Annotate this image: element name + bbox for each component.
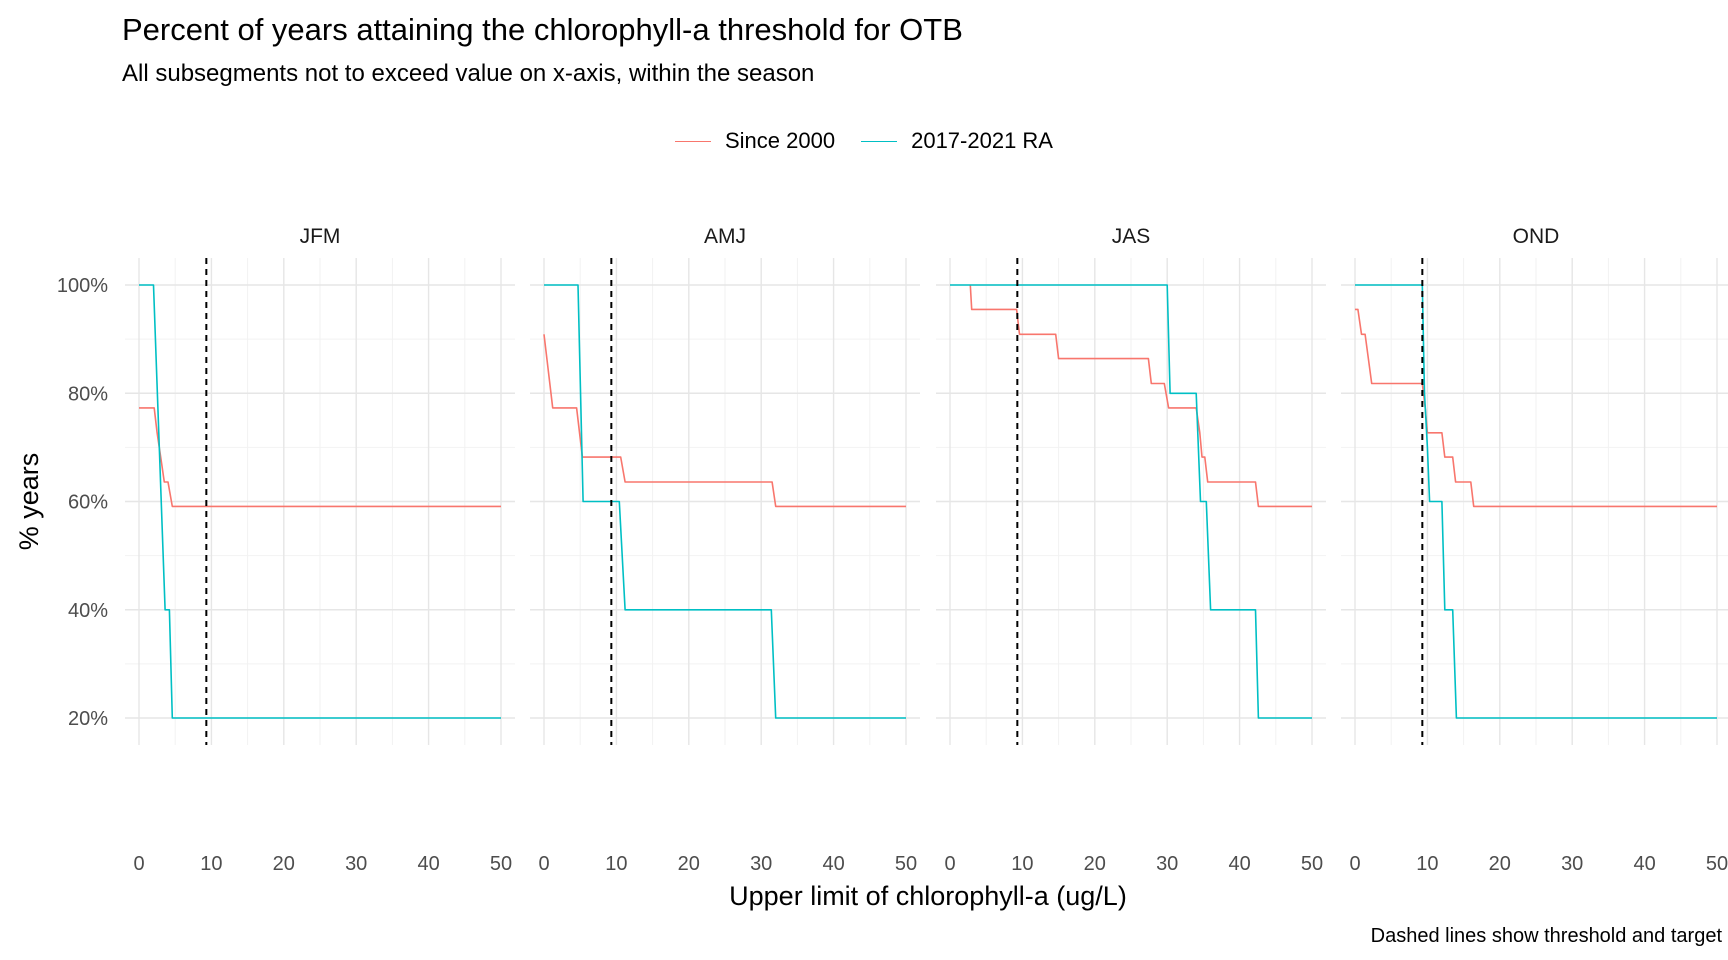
x-tick-label: 20 [1084, 853, 1106, 875]
x-tick-label: 50 [895, 853, 917, 875]
y-tick-label: 100% [57, 275, 108, 297]
x-tick-label: 0 [133, 853, 144, 875]
panel-label-ond: OND [1513, 225, 1560, 248]
legend: Since 2000 2017-2021 RA [0, 128, 1728, 154]
chart-caption: Dashed lines show threshold and target [1370, 925, 1722, 947]
x-tick-label: 30 [1561, 853, 1583, 875]
series-line-amj-2017-2021-ra [544, 284, 906, 719]
legend-item-2017-2021-ra: 2017-2021 RA [861, 128, 1053, 154]
series-line-amj-since-2000 [543, 334, 906, 508]
y-tick-label: 20% [68, 708, 108, 730]
y-tick-label: 40% [68, 600, 108, 622]
x-tick-label: 0 [1349, 853, 1360, 875]
x-tick-label: 20 [678, 853, 700, 875]
series-line-ond-2017-2021-ra [1355, 284, 1717, 719]
x-tick-label: 50 [1706, 853, 1728, 875]
legend-key-2017-2021-ra [861, 140, 898, 142]
chart-subtitle: All subsegments not to exceed value on x… [122, 60, 815, 87]
x-tick-label: 40 [1633, 853, 1655, 875]
x-tick-label: 0 [944, 853, 955, 875]
x-tick-label: 30 [345, 853, 367, 875]
x-tick-label: 10 [1011, 853, 1033, 875]
legend-item-since-2000: Since 2000 [675, 128, 835, 154]
x-tick-label: 40 [1228, 853, 1250, 875]
x-tick-label: 0 [538, 853, 549, 875]
x-axis-title: Upper limit of chlorophyll-a (ug/L) [729, 881, 1127, 911]
chart-title: Percent of years attaining the chlorophy… [122, 12, 963, 47]
panel-label-amj: AMJ [704, 225, 746, 248]
x-tick-label: 10 [1416, 853, 1438, 875]
series-line-jas-2017-2021-ra [950, 284, 1312, 719]
x-tick-label: 50 [490, 853, 512, 875]
x-tick-label: 20 [1489, 853, 1511, 875]
series-line-jas-since-2000 [969, 284, 1312, 508]
x-tick-label: 40 [417, 853, 439, 875]
legend-label-2017-2021-ra: 2017-2021 RA [911, 128, 1053, 153]
panel-label-jas: JAS [1112, 225, 1151, 248]
series-line-jfm-since-2000 [139, 407, 501, 508]
panel-label-jfm: JFM [300, 225, 341, 248]
x-tick-label: 40 [822, 853, 844, 875]
series-line-jfm-2017-2021-ra [139, 284, 501, 719]
x-tick-label: 50 [1301, 853, 1323, 875]
y-axis-title: % years [14, 453, 44, 551]
x-tick-label: 10 [605, 853, 627, 875]
x-tick-label: 20 [273, 853, 295, 875]
legend-label-since-2000: Since 2000 [725, 128, 836, 153]
x-tick-label: 30 [750, 853, 772, 875]
legend-key-since-2000 [675, 140, 711, 142]
x-tick-label: 30 [1156, 853, 1178, 875]
y-tick-label: 60% [68, 492, 108, 514]
y-tick-label: 80% [68, 383, 108, 405]
x-tick-label: 10 [200, 853, 222, 875]
